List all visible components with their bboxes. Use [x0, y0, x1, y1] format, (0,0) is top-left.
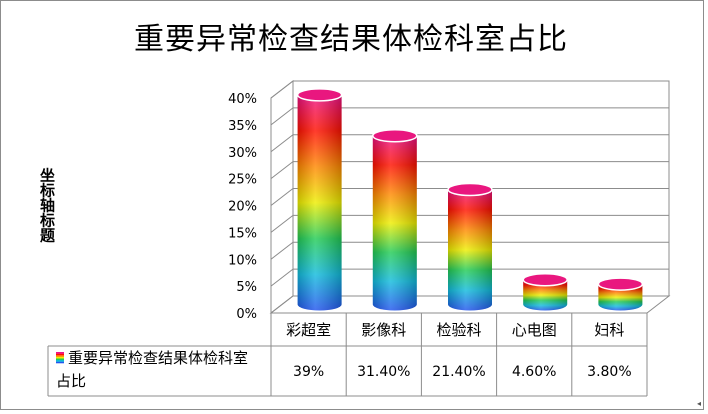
legend-swatch-band [56, 358, 64, 361]
y-tick-label: 15% [228, 226, 257, 241]
gridline [270, 268, 669, 287]
legend-swatch-band [56, 356, 64, 359]
gridline [270, 107, 669, 126]
bar-top [447, 182, 493, 197]
data-table: 彩超室 影像科 检验科 心电图 妇科 39% 31.40% 21.40% 4.60% 3.80% 重… [47, 313, 648, 397]
legend-label-continued: 占比 [56, 372, 86, 390]
bar-top [296, 88, 343, 102]
data-label: 21.40% [432, 364, 485, 380]
gridline [270, 134, 669, 153]
legend-swatch-band [56, 360, 64, 362]
y-tick-label: 30% [228, 146, 257, 161]
bar [597, 277, 644, 311]
y-tick-label: 25% [228, 173, 257, 188]
x-tick-label: 妇科 [594, 321, 624, 339]
data-label: 4.60% [512, 364, 556, 380]
gridline [270, 80, 669, 99]
legend-swatch-band [56, 353, 64, 356]
gridline [270, 241, 669, 260]
legend-swatch-band [56, 352, 64, 354]
x-tick-label: 影像科 [361, 321, 406, 339]
bar-top [372, 128, 418, 143]
bar [296, 88, 343, 311]
chart-title: 重要异常检查结果体检科室占比 [134, 22, 568, 57]
legend-swatch-band [56, 361, 64, 364]
y-tick-label: 20% [228, 200, 257, 215]
gridline [270, 214, 669, 233]
bar-top [522, 273, 568, 287]
data-label: 39% [293, 364, 324, 380]
resize-handle-icon: ◂ [697, 399, 702, 408]
data-label: 3.80% [587, 364, 631, 380]
y-tick-label: 10% [228, 253, 257, 268]
gridline [270, 161, 669, 180]
y-tick-label: 5% [236, 280, 257, 295]
gridline [270, 188, 669, 206]
legend-swatch-band [56, 355, 64, 357]
y-tick-label: 35% [228, 119, 257, 134]
y-tick-label: 40% [228, 92, 257, 107]
x-tick-label: 检验科 [436, 321, 481, 339]
y-axis-label: 坐标轴标题 [38, 167, 56, 243]
bar-top [597, 277, 644, 291]
bar-shading [523, 279, 568, 311]
bar [447, 182, 493, 311]
x-tick-label: 彩超室 [286, 321, 331, 339]
bar-shading [372, 135, 417, 311]
y-tick-label: 0% [236, 307, 257, 322]
bar [372, 128, 418, 311]
bar [522, 273, 568, 311]
legend-label: 重要异常检查结果体检科室 [68, 349, 248, 367]
data-label: 31.40% [357, 364, 410, 380]
x-tick-label: 心电图 [512, 321, 557, 339]
bar-shading [598, 284, 643, 311]
bar-shading [448, 189, 492, 311]
bar-shading [297, 94, 342, 311]
